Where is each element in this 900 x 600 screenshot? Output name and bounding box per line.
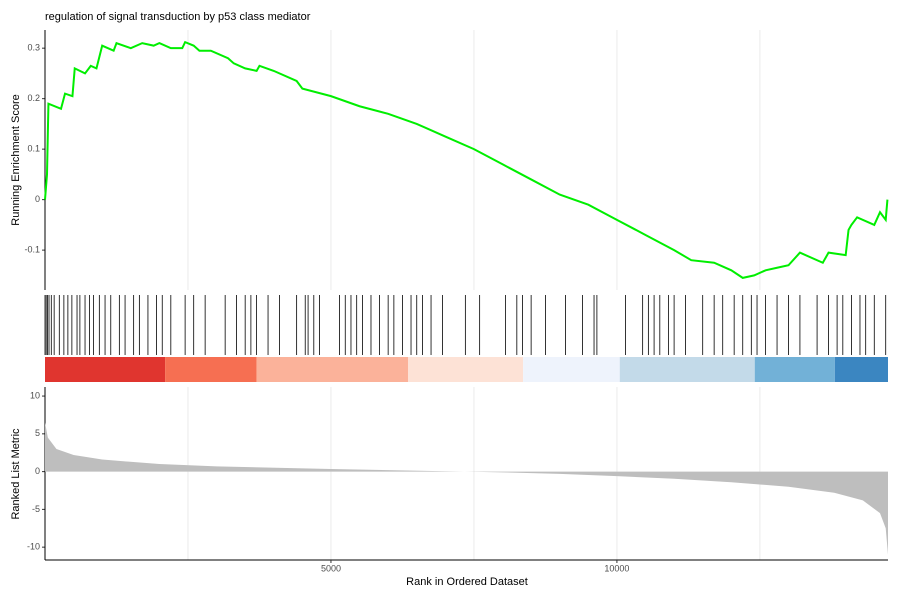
y-axis-label: Running Enrichment Score [10,94,22,225]
metric-area [45,422,888,555]
y-tick-label: 0.1 [27,144,40,154]
y-tick-label: 0.2 [27,93,40,103]
enrichment-line [44,40,889,279]
color-bar-segment [754,357,835,382]
x-tick-label: 10000 [604,563,629,573]
y-tick-label: 0.3 [27,43,40,53]
y-tick-label: 0 [35,194,40,204]
y-tick-label: -5 [32,504,40,514]
color-bar-segment [408,357,524,382]
y-tick-label: 0 [35,466,40,476]
color-bar-segment [165,357,257,382]
y-axis-label: Ranked List Metric [10,428,22,520]
y-tick-label: 5 [35,428,40,438]
x-axis-label: Rank in Ordered Dataset [406,576,528,588]
color-bar-segment [45,357,166,382]
y-tick-label: -0.1 [24,244,40,254]
chart-title: regulation of signal transduction by p53… [45,11,311,23]
color-bar-segment [256,357,409,382]
y-tick-label: -10 [27,542,40,552]
x-tick-label: 5000 [321,563,341,573]
color-bar-segment [834,357,888,382]
color-bar-segment [619,357,755,382]
y-tick-label: 10 [30,390,40,400]
color-bar-segment [523,357,620,382]
